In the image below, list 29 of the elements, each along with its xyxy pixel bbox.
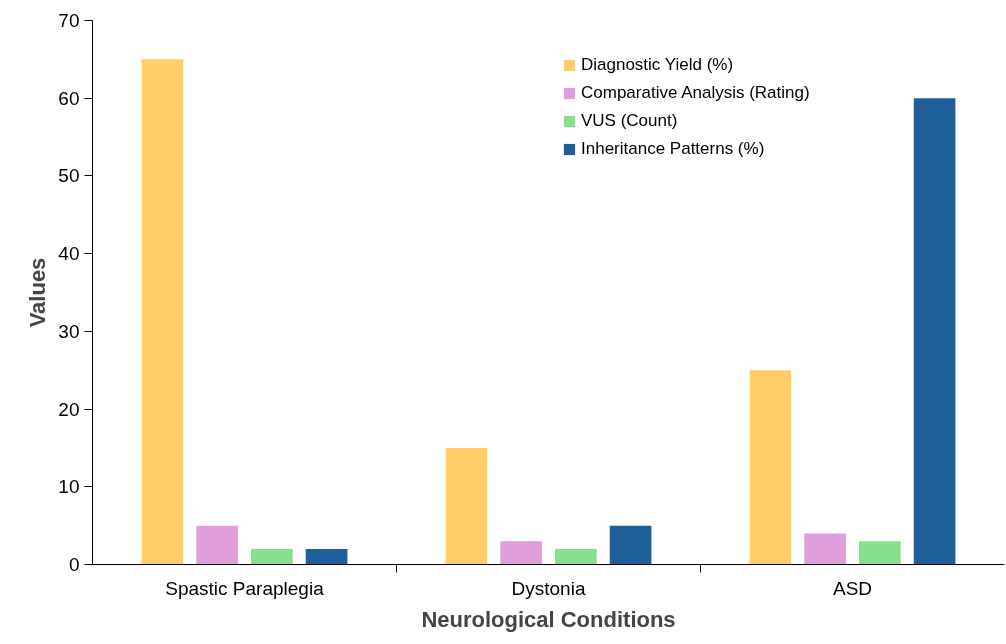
x-tick-label: ASD	[832, 577, 873, 599]
bar	[141, 59, 184, 565]
bar	[251, 548, 293, 565]
bar	[555, 548, 597, 565]
y-tick-label: 40	[58, 243, 80, 265]
bar	[445, 447, 488, 565]
y-tick-label: 60	[58, 87, 80, 109]
y-tick-label: 0	[68, 554, 80, 575]
legend-label: Inheritance Patterns (%)	[581, 139, 765, 159]
bar	[859, 541, 901, 565]
x-tick-label: Spastic Paraplegia	[165, 577, 325, 599]
y-tick-label: 10	[58, 476, 80, 498]
y-tick-label: 20	[58, 398, 80, 420]
bar	[196, 525, 238, 565]
bar	[500, 541, 542, 565]
x-tick-label: Dystonia	[511, 577, 586, 599]
y-axis-title: Values	[25, 257, 51, 328]
bar	[305, 548, 348, 565]
x-axis-title: Neurological Conditions	[421, 606, 676, 632]
legend-label: Diagnostic Yield (%)	[581, 55, 734, 75]
bar	[804, 533, 846, 565]
y-tick-label: 50	[58, 165, 80, 187]
legend-label: VUS (Count)	[581, 111, 678, 131]
y-tick-label: 30	[58, 320, 80, 342]
bar	[609, 525, 652, 565]
bar	[749, 370, 792, 565]
bar	[913, 98, 956, 565]
legend-label: Comparative Analysis (Rating)	[581, 83, 810, 103]
y-tick-label: 70	[58, 10, 80, 31]
